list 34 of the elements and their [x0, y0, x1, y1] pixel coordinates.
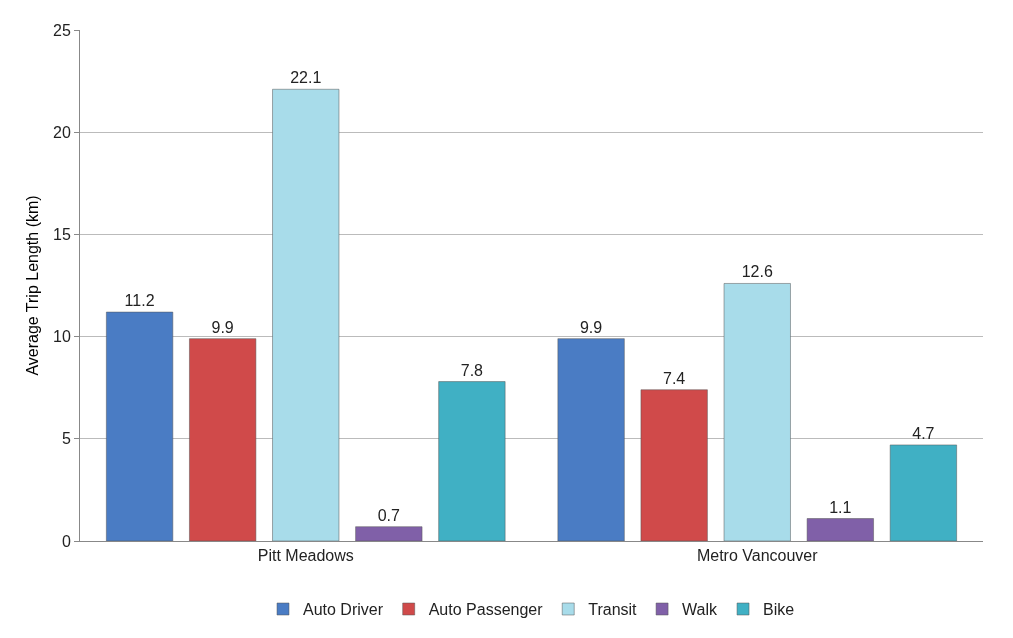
- y-tick-label: 25: [53, 21, 71, 39]
- legend-label: Auto Passenger: [428, 601, 544, 619]
- data-label: 1.1: [829, 498, 852, 516]
- bar: [889, 444, 957, 541]
- data-label: 7.8: [460, 361, 484, 379]
- data-label: 22.1: [290, 69, 322, 87]
- bar: [355, 526, 423, 541]
- y-tick-label: 0: [61, 532, 71, 550]
- y-tick-label: 5: [61, 430, 71, 448]
- data-label: 7.4: [663, 369, 686, 387]
- data-label: 4.7: [912, 424, 935, 442]
- x-tick-label: Metro Vancouver: [696, 547, 819, 565]
- legend-label: Walk: [682, 601, 719, 619]
- y-tick-label: 10: [53, 328, 71, 346]
- bar: [438, 381, 506, 541]
- legend-label: Bike: [763, 601, 795, 619]
- bar: [723, 283, 791, 541]
- bar: [640, 389, 708, 541]
- bar: [272, 89, 340, 541]
- data-label: 12.6: [741, 263, 773, 281]
- legend-label: Auto Driver: [303, 601, 384, 619]
- y-tick-label: 20: [53, 123, 71, 141]
- bar: [189, 338, 257, 541]
- x-tick-label: Pitt Meadows: [257, 547, 354, 565]
- data-label: 0.7: [377, 506, 400, 524]
- legend-label: Transit: [588, 601, 638, 619]
- data-label: 9.9: [211, 318, 234, 336]
- bar: [806, 518, 874, 541]
- data-label: 11.2: [124, 292, 155, 310]
- y-tick-label: 15: [53, 226, 71, 243]
- bar: [106, 311, 174, 541]
- data-label: 9.9: [579, 318, 603, 336]
- y-axis-title: Average Trip Length (km): [24, 195, 41, 376]
- bar: [557, 338, 625, 541]
